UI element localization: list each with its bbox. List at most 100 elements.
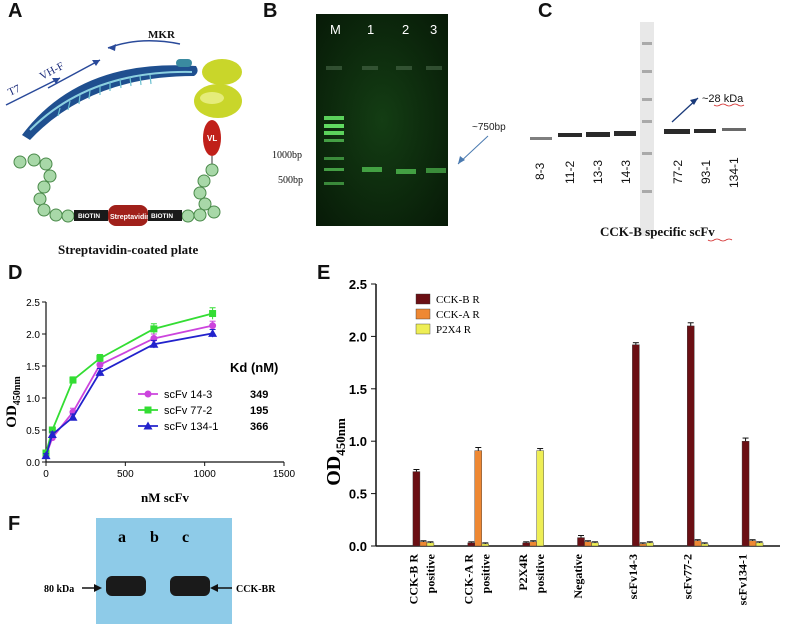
e-bar [536,450,544,547]
svg-text:OD450nm: OD450nm [323,418,348,486]
streptavidin-block [108,205,148,226]
e-bar [687,325,695,547]
panel-a-caption: Streptavidin-coated plate [58,242,198,257]
e-bar [639,543,647,547]
d-data-point [209,322,217,330]
e-legend-swatch [415,323,431,335]
d-data-point [209,310,217,318]
e-category-label: Negative [571,553,585,598]
e-bar-group [529,540,537,547]
f-band-a [106,576,146,596]
blot-membrane [96,518,232,624]
d-data-point [96,361,104,369]
e-bar [755,542,764,547]
protein-domain-upper [202,59,242,85]
panel-letter-c: C [538,0,553,22]
blot-lane-14-3: 14-3 [619,160,633,184]
cckbr-blot-panel: a b c 80 kDa CCK-BR [44,518,276,624]
d-x-tick-label: 1500 [273,469,296,480]
f-right-label: CCK-BR [236,584,276,595]
d-y-tick-label: 1.0 [26,394,40,405]
e-bar-group [584,540,592,547]
panel-letter-d: D [8,262,23,284]
e-bar-group [481,542,489,547]
d-data-point [149,339,159,348]
d-legend-label: scFv 14-3 [164,389,212,401]
e-bar [591,542,599,547]
mkr-capsule [176,59,192,67]
e-bar [748,540,757,547]
e-bar [426,542,435,547]
e-legend-label: CCK-A R [436,309,480,321]
e-bar [529,541,537,547]
e-legend-swatch [415,308,431,320]
e-bar [474,450,482,547]
e-bar [701,543,709,547]
d-data-point [41,451,51,460]
d-data-point [95,367,105,376]
d-legend-kd: 349 [250,389,268,401]
e-y-axis-label: OD450nm [323,418,348,486]
e-bar-group [536,448,544,547]
biotin-left [74,210,108,221]
e-category-label: positive [423,553,437,593]
t7-label: T7 [6,82,23,98]
svg-text:OD450nm: OD450nm [4,376,23,428]
blot-lane-11-2: 11-2 [563,161,577,184]
d-data-point [150,325,158,333]
e-category-label: P2X4R [516,554,530,591]
e-category-label: positive [533,553,547,593]
e-bar-group [591,541,599,547]
d-y-tick-label: 0.0 [26,458,40,469]
e-bar [419,541,428,547]
d-series-2 [41,328,218,460]
blot-lane-134-1: 134-1 [727,157,741,188]
e-bar-group [522,541,530,547]
e-legend-label: CCK-B R [436,294,480,306]
d-legend-label: scFv 77-2 [164,405,212,417]
gel-lane-m: M [330,22,341,37]
e-bar-group [694,539,702,547]
e-bar [632,344,640,547]
blot-lane-93-1: 93-1 [699,160,713,184]
agarose-gel-panel: M 1 2 3 1000bp 500bp ~750bp [272,14,506,226]
d-x-tick-label: 1000 [194,469,217,480]
d-data-point [208,328,218,337]
panel-c-caption: CCK-B specific scFv [600,224,715,239]
d-series-line [45,332,213,456]
bead-chain-right [181,163,221,223]
e-y-tick-label: 2.0 [349,329,367,344]
e-bar-group [577,535,585,547]
panel-letter-f: F [8,513,21,535]
d-data-point [68,412,78,421]
blot-ladder [640,22,654,236]
e-y-tick-label: 1.5 [349,382,367,397]
d-y-tick-label: 2.5 [26,298,40,309]
e-bar [467,542,475,547]
vhf-label: VH-F [38,60,66,83]
d-x-tick-label: 500 [117,469,134,480]
vl-label: VL [207,134,217,143]
e-bar [694,540,702,547]
d-data-point [69,376,77,384]
d-y-tick-label: 0.5 [26,426,40,437]
e-bar [481,543,489,547]
e-y-tick-label: 1.0 [349,434,367,449]
d-legend-kd: 366 [250,421,268,433]
e-bar-group [646,541,654,547]
streptavidin-label: Streptavidin [110,214,150,221]
d-data-point [96,354,104,362]
gel-ladder [324,116,344,185]
e-bar [577,537,585,547]
biotin-right [148,210,182,221]
e-bar [584,541,592,547]
e-bar-group [412,468,421,547]
gel-sample-bands [362,167,446,174]
biotin-left-label: BIOTIN [78,213,100,220]
e-bar-group [426,541,435,547]
d-legend-marker [144,390,152,398]
f-lane-c: c [182,529,189,546]
d-legend-title: Kd (nM) [230,360,278,375]
marker-1000bp: 1000bp [272,150,302,161]
e-bar-group [639,542,647,547]
